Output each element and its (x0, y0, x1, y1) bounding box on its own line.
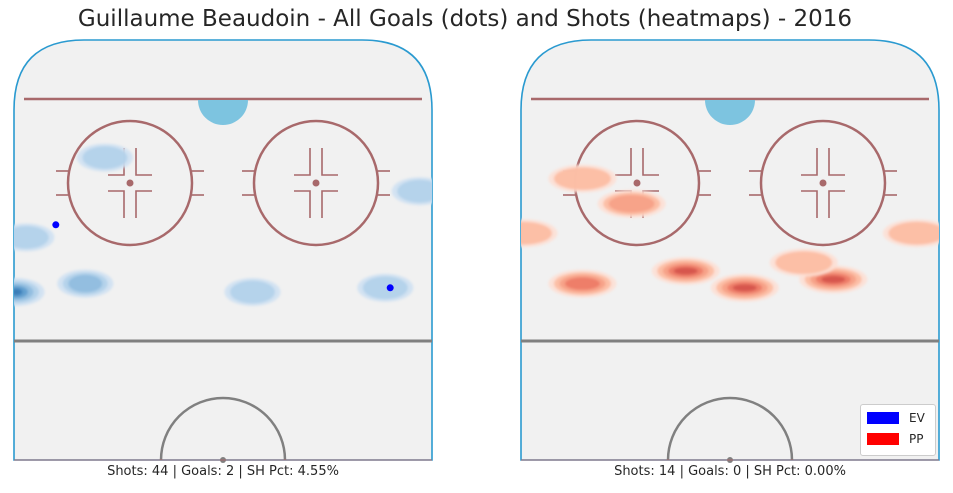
faceoff-marker (801, 190, 818, 218)
faceoff-marker (615, 148, 632, 176)
goal-dot (386, 284, 394, 292)
rink-panel-ev (13, 39, 433, 463)
faceoff-marker (801, 148, 818, 176)
legend-swatch-ev (867, 412, 899, 424)
density-contour (821, 275, 846, 283)
legend-label-ev: EV (909, 411, 925, 425)
density-contour (775, 251, 833, 274)
faceoff-marker (108, 190, 125, 218)
heatmap (14, 143, 432, 306)
faceoff-dot (633, 179, 641, 187)
faceoff-marker (321, 148, 338, 176)
legend-item-pp: PP (867, 431, 923, 447)
chart-title: Guillaume Beaudoin - All Goals (dots) an… (77, 6, 853, 32)
faceoff-marker (321, 190, 338, 218)
faceoff-marker (294, 190, 311, 218)
density-contour (888, 221, 939, 245)
density-contour (14, 226, 49, 249)
density-contour (553, 167, 611, 191)
legend-label-pp: PP (909, 432, 924, 446)
goal-dot (52, 221, 60, 229)
faceoff-dot (312, 179, 320, 187)
faceoff-marker (135, 190, 152, 218)
density-contour (68, 274, 103, 293)
pp-caption: Shots: 14 | Goals: 0 | SH Pct: 0.00% (614, 464, 846, 479)
density-contour (673, 267, 698, 275)
goal-crease (705, 100, 755, 125)
density-contour (608, 195, 655, 213)
faceoff-circle (252, 119, 380, 247)
faceoff-marker (294, 148, 311, 176)
faceoff-marker (828, 148, 845, 176)
density-contour (732, 284, 757, 292)
rink-ice (520, 39, 940, 461)
faceoff-marker (642, 148, 659, 176)
density-contour (397, 179, 432, 203)
faceoff-marker (135, 148, 152, 176)
density-contour (82, 146, 128, 170)
density-contour (15, 291, 17, 293)
legend-item-ev: EV (867, 410, 925, 426)
heatmap (521, 164, 939, 302)
faceoff-dot (819, 179, 827, 187)
density-contour (564, 277, 600, 290)
faceoff-circle (759, 119, 887, 247)
density-contour (362, 276, 408, 300)
goal-crease (198, 100, 248, 125)
rink-ice (13, 39, 433, 461)
rink-panel-pp (520, 39, 940, 463)
faceoff-dot (126, 179, 134, 187)
legend-swatch-pp (867, 433, 899, 445)
ev-caption: Shots: 44 | Goals: 2 | SH Pct: 4.55% (107, 464, 339, 479)
faceoff-circle (66, 119, 194, 247)
density-contour (521, 221, 552, 245)
legend: EV PP (860, 404, 936, 456)
faceoff-marker (828, 190, 845, 218)
center-circle (666, 396, 794, 461)
center-circle (159, 396, 287, 461)
density-contour (230, 280, 276, 304)
